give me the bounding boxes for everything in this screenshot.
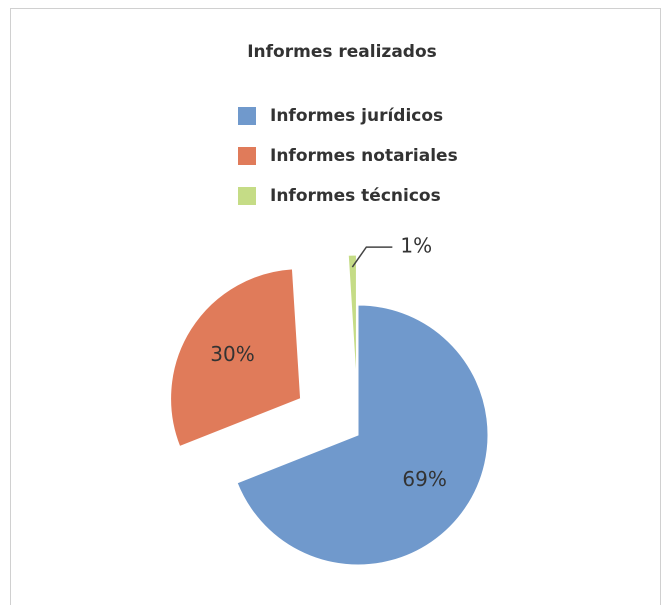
legend-label: Informes jurídicos [270, 106, 443, 126]
legend-swatch [238, 107, 256, 125]
legend-swatch [238, 147, 256, 165]
legend-label: Informes notariales [270, 146, 458, 166]
pie-slice [347, 254, 357, 386]
legend-label: Informes técnicos [270, 186, 441, 206]
leader-line [351, 246, 393, 268]
data-label: 69% [402, 467, 446, 491]
data-label: 1% [400, 234, 432, 258]
legend-swatch [238, 187, 256, 205]
chart-title: Informes realizados [247, 42, 437, 62]
data-label: 30% [210, 342, 254, 366]
pie-slice [170, 268, 302, 448]
pie-slice [236, 304, 489, 566]
